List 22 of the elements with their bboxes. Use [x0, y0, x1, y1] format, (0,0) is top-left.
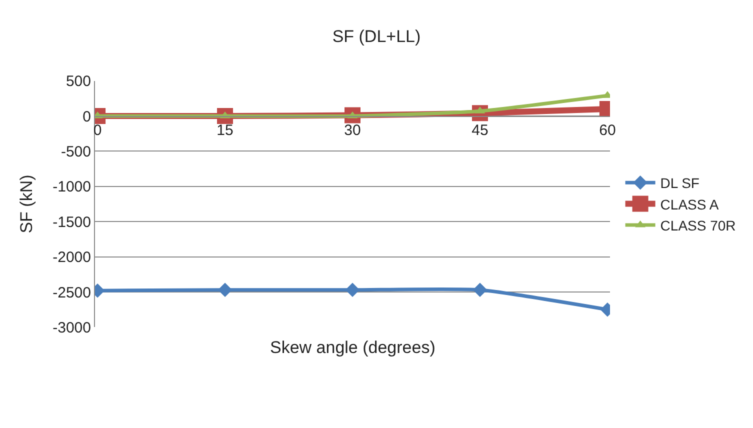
legend-label: CLASS 70R — [660, 217, 736, 234]
y-tick-label: 0 — [82, 108, 91, 126]
chart-title: SF (DL+LL) — [332, 26, 421, 46]
y-tick-label: -500 — [60, 143, 91, 160]
y-axis-title: SF (kN) — [17, 174, 36, 234]
y-tick-label: -3000 — [52, 319, 91, 336]
point — [472, 282, 488, 298]
y-tick-label: -1000 — [52, 178, 91, 196]
point — [218, 282, 232, 298]
x-tick-label: 15 — [216, 122, 234, 139]
x-tick-label: 45 — [472, 122, 488, 139]
x-axis-title: Skew angle (degrees) — [270, 338, 436, 357]
x-tick-label: 30 — [344, 122, 361, 139]
y-tick-label: 500 — [66, 73, 91, 90]
legend-label: CLASS A — [660, 196, 720, 212]
y-tick-label: -1500 — [52, 214, 91, 231]
x-tick-label: 0 — [93, 122, 102, 139]
x-tick-label: 60 — [599, 122, 616, 139]
point — [345, 282, 360, 298]
y-tick-label: -2500 — [52, 284, 91, 302]
y-tick-label: -2000 — [52, 249, 91, 266]
legend-label: DL SF — [660, 175, 700, 192]
